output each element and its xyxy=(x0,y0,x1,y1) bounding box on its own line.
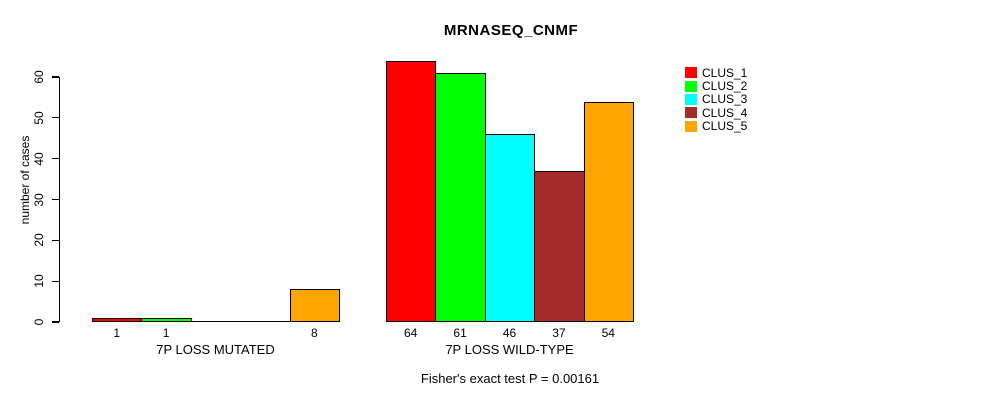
y-axis-tick xyxy=(52,239,59,241)
bar-clus_3-group2 xyxy=(484,134,536,322)
legend-label: CLUS_3 xyxy=(702,92,748,107)
legend-item-clus_5: CLUS_5 xyxy=(685,120,747,133)
bar-clus_5-group2 xyxy=(583,101,634,322)
y-axis-tick xyxy=(52,76,59,78)
y-tick-label: 50 xyxy=(32,111,46,125)
y-axis-tick xyxy=(52,158,59,160)
y-tick-label: 0 xyxy=(32,318,46,326)
bar-value-label: 1 xyxy=(113,326,121,340)
y-tick-label: 40 xyxy=(32,151,46,166)
y-axis-tick xyxy=(52,198,59,201)
legend-swatch-icon xyxy=(685,107,697,119)
bar-clus_1-group2 xyxy=(386,60,437,322)
chart-title: MRNASEQ_CNMF xyxy=(443,22,579,39)
legend-item-clus_4: CLUS_4 xyxy=(685,106,747,119)
y-tick-label: 60 xyxy=(32,70,46,84)
y-tick-label: 30 xyxy=(32,192,46,207)
legend-swatch-icon xyxy=(685,120,697,132)
legend-item-clus_1: CLUS_1 xyxy=(685,66,747,79)
y-axis-label: number of cases xyxy=(18,135,32,225)
legend-label: CLUS_5 xyxy=(702,119,748,134)
bar-value-label: 1 xyxy=(162,326,170,340)
bar-value-label: 54 xyxy=(601,326,615,340)
legend-item-clus_2: CLUS_2 xyxy=(685,79,747,92)
bar-clus_3-group1 xyxy=(190,321,242,322)
y-tick-label: 20 xyxy=(32,233,46,248)
y-axis-tick xyxy=(52,321,59,323)
legend-label: CLUS_4 xyxy=(702,105,748,120)
group-label: 7P LOSS WILD-TYPE xyxy=(445,342,574,357)
legend-label: CLUS_1 xyxy=(702,65,748,80)
legend: CLUS_1 CLUS_2 CLUS_3 CLUS_4 CLUS_5 xyxy=(685,66,747,133)
legend-item-clus_3: CLUS_3 xyxy=(685,93,747,106)
y-axis-tick xyxy=(52,117,59,119)
bar-clus_4-group2 xyxy=(534,170,585,322)
y-tick-label: 10 xyxy=(32,274,46,288)
bar-clus_5-group1 xyxy=(289,289,340,322)
bar-clus_2-group2 xyxy=(435,72,486,322)
y-axis-line xyxy=(59,77,61,322)
group-label: 7P LOSS MUTATED xyxy=(156,342,275,357)
fisher-test-annotation: Fisher's exact test P = 0.00161 xyxy=(420,371,600,386)
bar-clus_1-group1 xyxy=(92,317,143,322)
legend-label: CLUS_2 xyxy=(702,79,748,94)
legend-swatch-icon xyxy=(685,80,697,92)
bar-value-label: 61 xyxy=(453,326,467,340)
bar-value-label: 64 xyxy=(404,326,418,340)
bar-value-label: 37 xyxy=(552,326,566,340)
y-axis-tick xyxy=(52,280,59,282)
bar-clus_4-group1 xyxy=(240,321,291,322)
bar-clus_2-group1 xyxy=(141,317,192,322)
legend-swatch-icon xyxy=(685,67,697,79)
bar-value-label: 46 xyxy=(502,326,517,340)
legend-swatch-icon xyxy=(685,93,697,105)
bar-value-label: 8 xyxy=(310,326,318,340)
